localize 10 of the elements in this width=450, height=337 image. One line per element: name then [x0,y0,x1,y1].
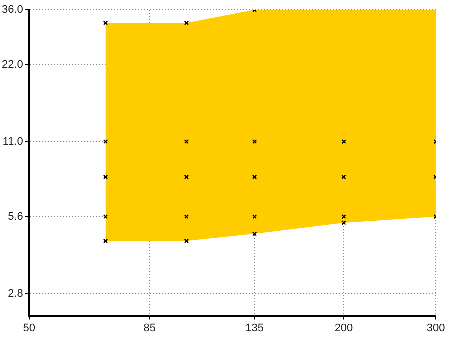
y-tick-label: 11.0 [2,136,24,148]
x-tick-label: 50 [23,322,36,334]
x-tick-label: 200 [334,322,354,334]
x-tick-label: 85 [144,322,156,334]
x-tick-label: 135 [246,322,264,334]
y-tick-label: 2.8 [8,288,24,300]
x-tick-label: 300 [426,322,446,334]
y-tick-label: 36.0 [2,4,24,16]
y-tick-label: 5.6 [8,210,24,223]
y-tick-label: 22.0 [2,58,24,71]
